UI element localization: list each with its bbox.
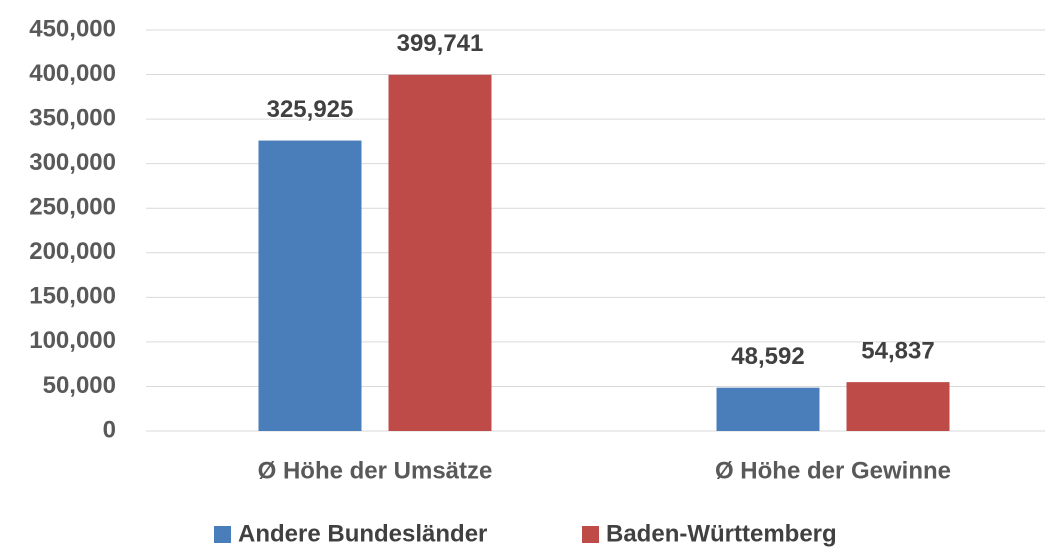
legend-label: Baden-Württemberg	[606, 520, 837, 547]
x-tick-label: Ø Höhe der Gewinne	[715, 457, 951, 484]
bar	[846, 382, 950, 431]
y-tick-label: 250,000	[29, 194, 116, 221]
y-tick-label: 400,000	[29, 60, 116, 87]
y-tick-label: 350,000	[29, 104, 116, 131]
bar	[388, 74, 492, 432]
legend-label: Andere Bundesländer	[238, 520, 487, 547]
data-label: 48,592	[731, 343, 804, 370]
y-tick-label: 200,000	[29, 238, 116, 265]
y-tick-label: 450,000	[29, 15, 116, 42]
y-tick-label: 100,000	[29, 327, 116, 354]
data-label: 399,741	[397, 30, 484, 57]
legend-swatch	[214, 526, 231, 543]
y-tick-label: 50,000	[43, 372, 116, 399]
data-label: 54,837	[861, 337, 934, 364]
bar	[716, 387, 820, 431]
bar	[258, 140, 362, 431]
y-tick-label: 300,000	[29, 149, 116, 176]
y-tick-label: 0	[103, 416, 116, 443]
legend-swatch	[582, 526, 599, 543]
data-label: 325,925	[267, 96, 354, 123]
x-tick-label: Ø Höhe der Umsätze	[258, 457, 493, 484]
y-tick-label: 150,000	[29, 283, 116, 310]
